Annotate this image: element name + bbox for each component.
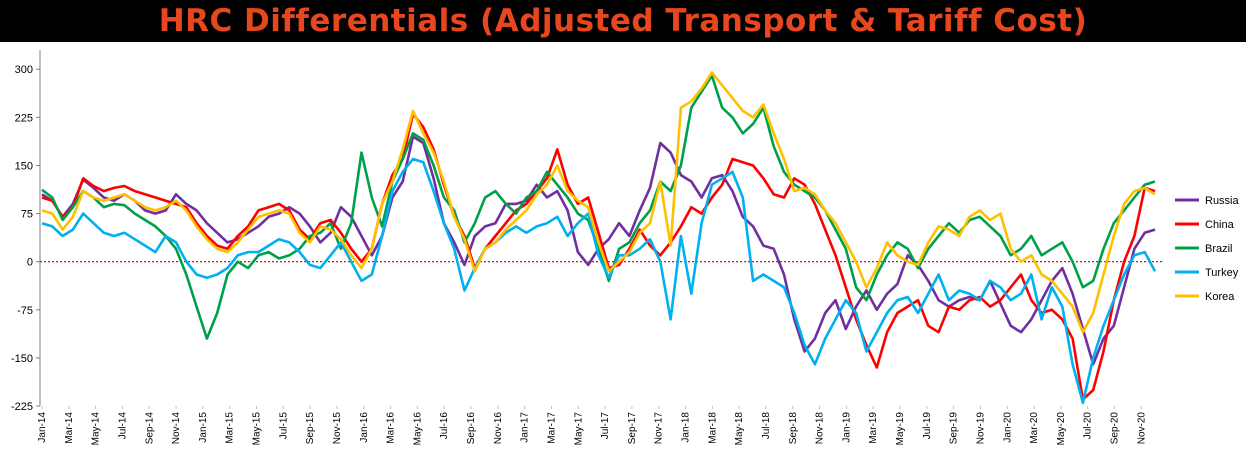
x-tick-label: Sep-19 [949, 412, 960, 445]
y-tick-label: 150 [15, 160, 33, 172]
chart-area: 300 225 150 75 0 -75 -150 -225 Jan-14 Mar-14 May-… [0, 42, 1246, 461]
x-tick-label: Sep-20 [1110, 412, 1121, 445]
legend-label: Turkey [1205, 267, 1239, 279]
x-tick-label: Mar-17 [546, 412, 557, 444]
x-tick-label: May-16 [412, 412, 423, 446]
x-tick-label: May-17 [573, 412, 584, 446]
legend-item-china: China [1175, 219, 1235, 231]
x-tick-label: Mar-14 [64, 412, 75, 444]
x-tick-label: Jan-17 [520, 412, 531, 443]
x-tick-label: Jul-16 [439, 412, 450, 440]
x-tick-label: Jul-18 [761, 412, 772, 440]
y-tick-label: 0 [27, 257, 33, 269]
x-tick-label: Nov-15 [332, 412, 343, 445]
legend-label: China [1205, 219, 1235, 231]
x-tick-label: Mar-15 [225, 412, 236, 444]
legend-item-turkey: Turkey [1175, 267, 1239, 279]
x-tick-label: Nov-16 [493, 412, 504, 445]
series-line-brazil [41, 74, 1156, 340]
legend-label: Brazil [1205, 243, 1233, 255]
legend-item-brazil: Brazil [1175, 243, 1233, 255]
x-tick-label: Mar-16 [386, 412, 397, 444]
y-tick-label: 300 [15, 64, 33, 76]
x-tick-label: Jul-19 [922, 412, 933, 440]
x-tick-label: Nov-14 [171, 412, 182, 445]
x-tick-label: May-14 [91, 412, 102, 446]
y-axis: 300 225 150 75 0 -75 -150 -225 [11, 50, 41, 413]
x-tick-label: May-15 [252, 412, 263, 446]
x-tick-label: Jan-20 [1002, 412, 1013, 443]
x-tick-label: Jan-14 [37, 412, 48, 443]
x-tick-label: Mar-20 [1029, 412, 1040, 444]
legend-item-russia: Russia [1175, 195, 1240, 207]
x-tick-label: May-20 [1056, 412, 1067, 446]
legend-label: Russia [1205, 195, 1240, 207]
x-tick-label: Jul-15 [278, 412, 289, 440]
y-tick-label: -225 [11, 401, 33, 413]
x-tick-label: Nov-17 [654, 412, 665, 445]
x-tick-label: Sep-14 [144, 412, 155, 445]
series-line-turkey [41, 157, 1157, 405]
x-tick-label: May-18 [734, 412, 745, 446]
x-tick-label: Sep-15 [305, 412, 316, 445]
x-tick-label: Nov-19 [975, 412, 986, 445]
legend-label: Korea [1205, 291, 1235, 303]
x-tick-label: Jan-15 [198, 412, 209, 443]
x-tick-label: Nov-18 [815, 412, 826, 445]
x-tick-label: Sep-16 [466, 412, 477, 445]
y-tick-label: 225 [15, 112, 33, 124]
y-tick-label: -75 [17, 305, 33, 317]
x-tick-label: Mar-19 [868, 412, 879, 444]
x-tick-label: Jan-18 [681, 412, 692, 443]
y-tick-label: 75 [21, 209, 33, 221]
x-tick-label: Jul-14 [117, 412, 128, 440]
x-tick-label: Sep-17 [627, 412, 638, 445]
series-line-korea [41, 71, 1156, 334]
x-tick-label: Jan-16 [359, 412, 370, 443]
x-tick-label: Jan-19 [841, 412, 852, 443]
x-tick-label: Jul-17 [600, 412, 611, 440]
series-lines [41, 71, 1157, 405]
chart-title: HRC Differentials (Adjusted Transport & … [158, 3, 1088, 39]
x-tick-label: Sep-18 [788, 412, 799, 445]
x-tick-label: May-19 [895, 412, 906, 446]
y-tick-label: -150 [11, 353, 33, 365]
x-axis: Jan-14 Mar-14 May-14 Jul-14 Sep-14 Nov-14 Jan-… [37, 406, 1147, 445]
legend-item-korea: Korea [1175, 291, 1235, 303]
line-chart: 300 225 150 75 0 -75 -150 -225 Jan-14 Mar-14 May-… [11, 50, 1240, 445]
legend: Russia China Brazil Turkey Korea [1175, 195, 1240, 303]
chart-title-bar: HRC Differentials (Adjusted Transport & … [0, 0, 1246, 42]
x-tick-label: Nov-20 [1136, 412, 1147, 445]
x-tick-label: Mar-18 [707, 412, 718, 444]
x-tick-label: Jul-20 [1083, 412, 1094, 440]
series-line-china [41, 112, 1156, 401]
